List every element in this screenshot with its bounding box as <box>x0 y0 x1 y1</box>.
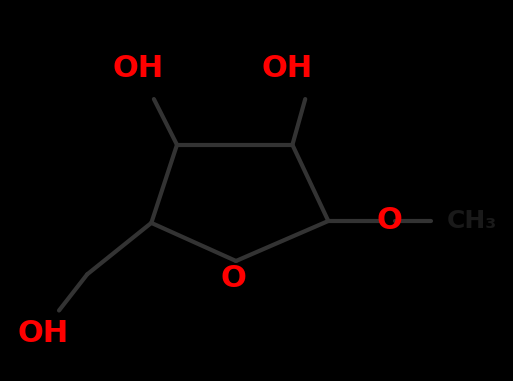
Text: OH: OH <box>262 54 313 83</box>
Text: OH: OH <box>18 319 69 348</box>
Text: CH₃: CH₃ <box>446 209 497 233</box>
Text: O: O <box>377 207 403 235</box>
Text: O: O <box>221 264 246 293</box>
Text: OH: OH <box>113 54 164 83</box>
